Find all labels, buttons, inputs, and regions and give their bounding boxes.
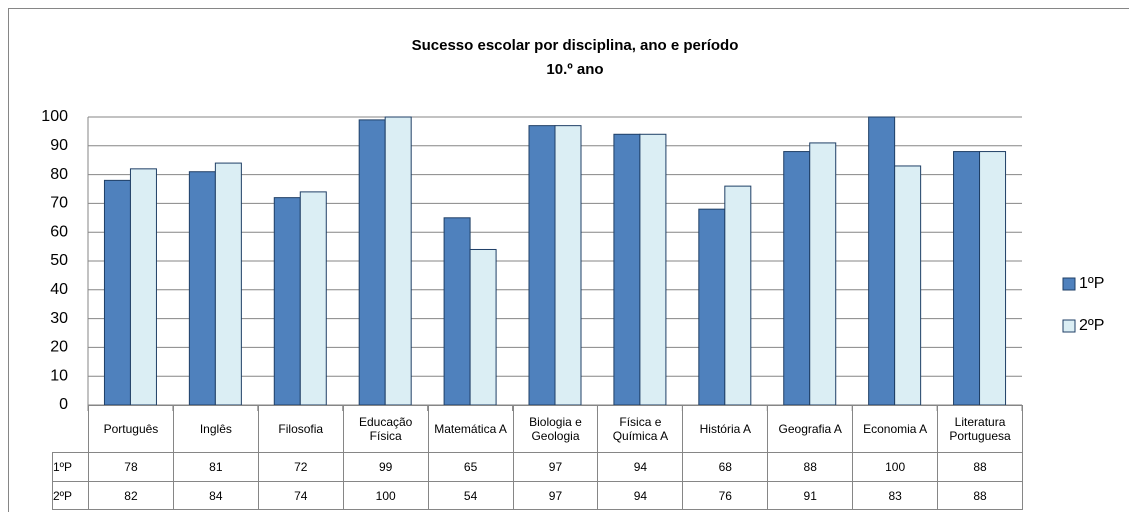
bar (129, 168, 157, 406)
table-value: 94 (597, 481, 684, 510)
table-value: 84 (172, 481, 259, 510)
bar (698, 208, 726, 406)
table-value: 72 (257, 452, 344, 482)
table-value: 68 (682, 452, 769, 482)
y-tick-label: 70 (50, 195, 68, 212)
table-value: 82 (88, 481, 174, 510)
y-tick-label: 0 (59, 396, 68, 413)
table-value: 100 (342, 481, 429, 510)
chart-title: Sucesso escolar por disciplina, ano e pe… (412, 37, 739, 54)
x-tick-label: Literatura Portuguesa (937, 405, 1023, 453)
y-tick-label: 30 (50, 310, 68, 327)
bar (188, 171, 216, 406)
table-row-label: 2ºP (52, 481, 89, 510)
bar (979, 151, 1007, 406)
table-value: 65 (427, 452, 514, 482)
bar (358, 119, 386, 406)
bar (469, 248, 497, 406)
table-value: 100 (852, 452, 939, 482)
x-tick-label: Português (88, 405, 174, 453)
legend-label: 1ºP (1079, 275, 1104, 292)
bar (214, 162, 242, 406)
x-tick-label: Inglês (172, 405, 259, 453)
legend-label: 2ºP (1079, 317, 1104, 334)
y-tick-label: 40 (50, 281, 68, 298)
bar (299, 191, 327, 406)
table-value: 99 (342, 452, 429, 482)
table-value: 91 (767, 481, 854, 510)
bar (273, 197, 301, 406)
bar (894, 165, 922, 406)
chart-subtitle: 10.º ano (546, 61, 603, 78)
table-value: 76 (682, 481, 769, 510)
table-value: 81 (172, 452, 259, 482)
bar (613, 133, 641, 406)
bar (809, 142, 837, 406)
x-tick-label: Física e Química A (597, 405, 684, 453)
bar (724, 185, 752, 406)
x-tick-label: Biologia e Geologia (512, 405, 599, 453)
x-tick-label: Educação Física (342, 405, 429, 453)
bar (384, 116, 412, 406)
bar (554, 125, 582, 406)
table-value: 88 (937, 452, 1023, 482)
table-value: 97 (512, 452, 599, 482)
chart-frame (8, 8, 1129, 512)
table-value: 94 (597, 452, 684, 482)
legend-swatch (1062, 277, 1076, 291)
table-value: 88 (767, 452, 854, 482)
y-tick-label: 20 (50, 339, 68, 356)
table-value: 74 (257, 481, 344, 510)
table-row-label: 1ºP (52, 452, 89, 482)
legend-swatch (1062, 319, 1076, 333)
x-tick-label: Matemática A (427, 405, 514, 453)
bar (868, 116, 896, 406)
y-tick-label: 60 (50, 223, 68, 240)
y-tick-label: 100 (41, 108, 68, 125)
table-value: 78 (88, 452, 174, 482)
bar (783, 151, 811, 406)
bar (443, 217, 471, 406)
y-tick-label: 50 (50, 252, 68, 269)
table-value: 54 (427, 481, 514, 510)
x-tick-label: Geografia A (767, 405, 854, 453)
x-tick-label: Filosofia (257, 405, 344, 453)
x-tick-label: Economia A (852, 405, 939, 453)
table-value: 83 (852, 481, 939, 510)
y-tick-label: 80 (50, 166, 68, 183)
bar (528, 125, 556, 406)
y-tick-label: 10 (50, 367, 68, 384)
bar (953, 151, 981, 406)
x-tick-label: História A (682, 405, 769, 453)
bar (103, 179, 131, 406)
table-value: 88 (937, 481, 1023, 510)
table-value: 97 (512, 481, 599, 510)
y-tick-label: 90 (50, 137, 68, 154)
bar (639, 133, 667, 406)
